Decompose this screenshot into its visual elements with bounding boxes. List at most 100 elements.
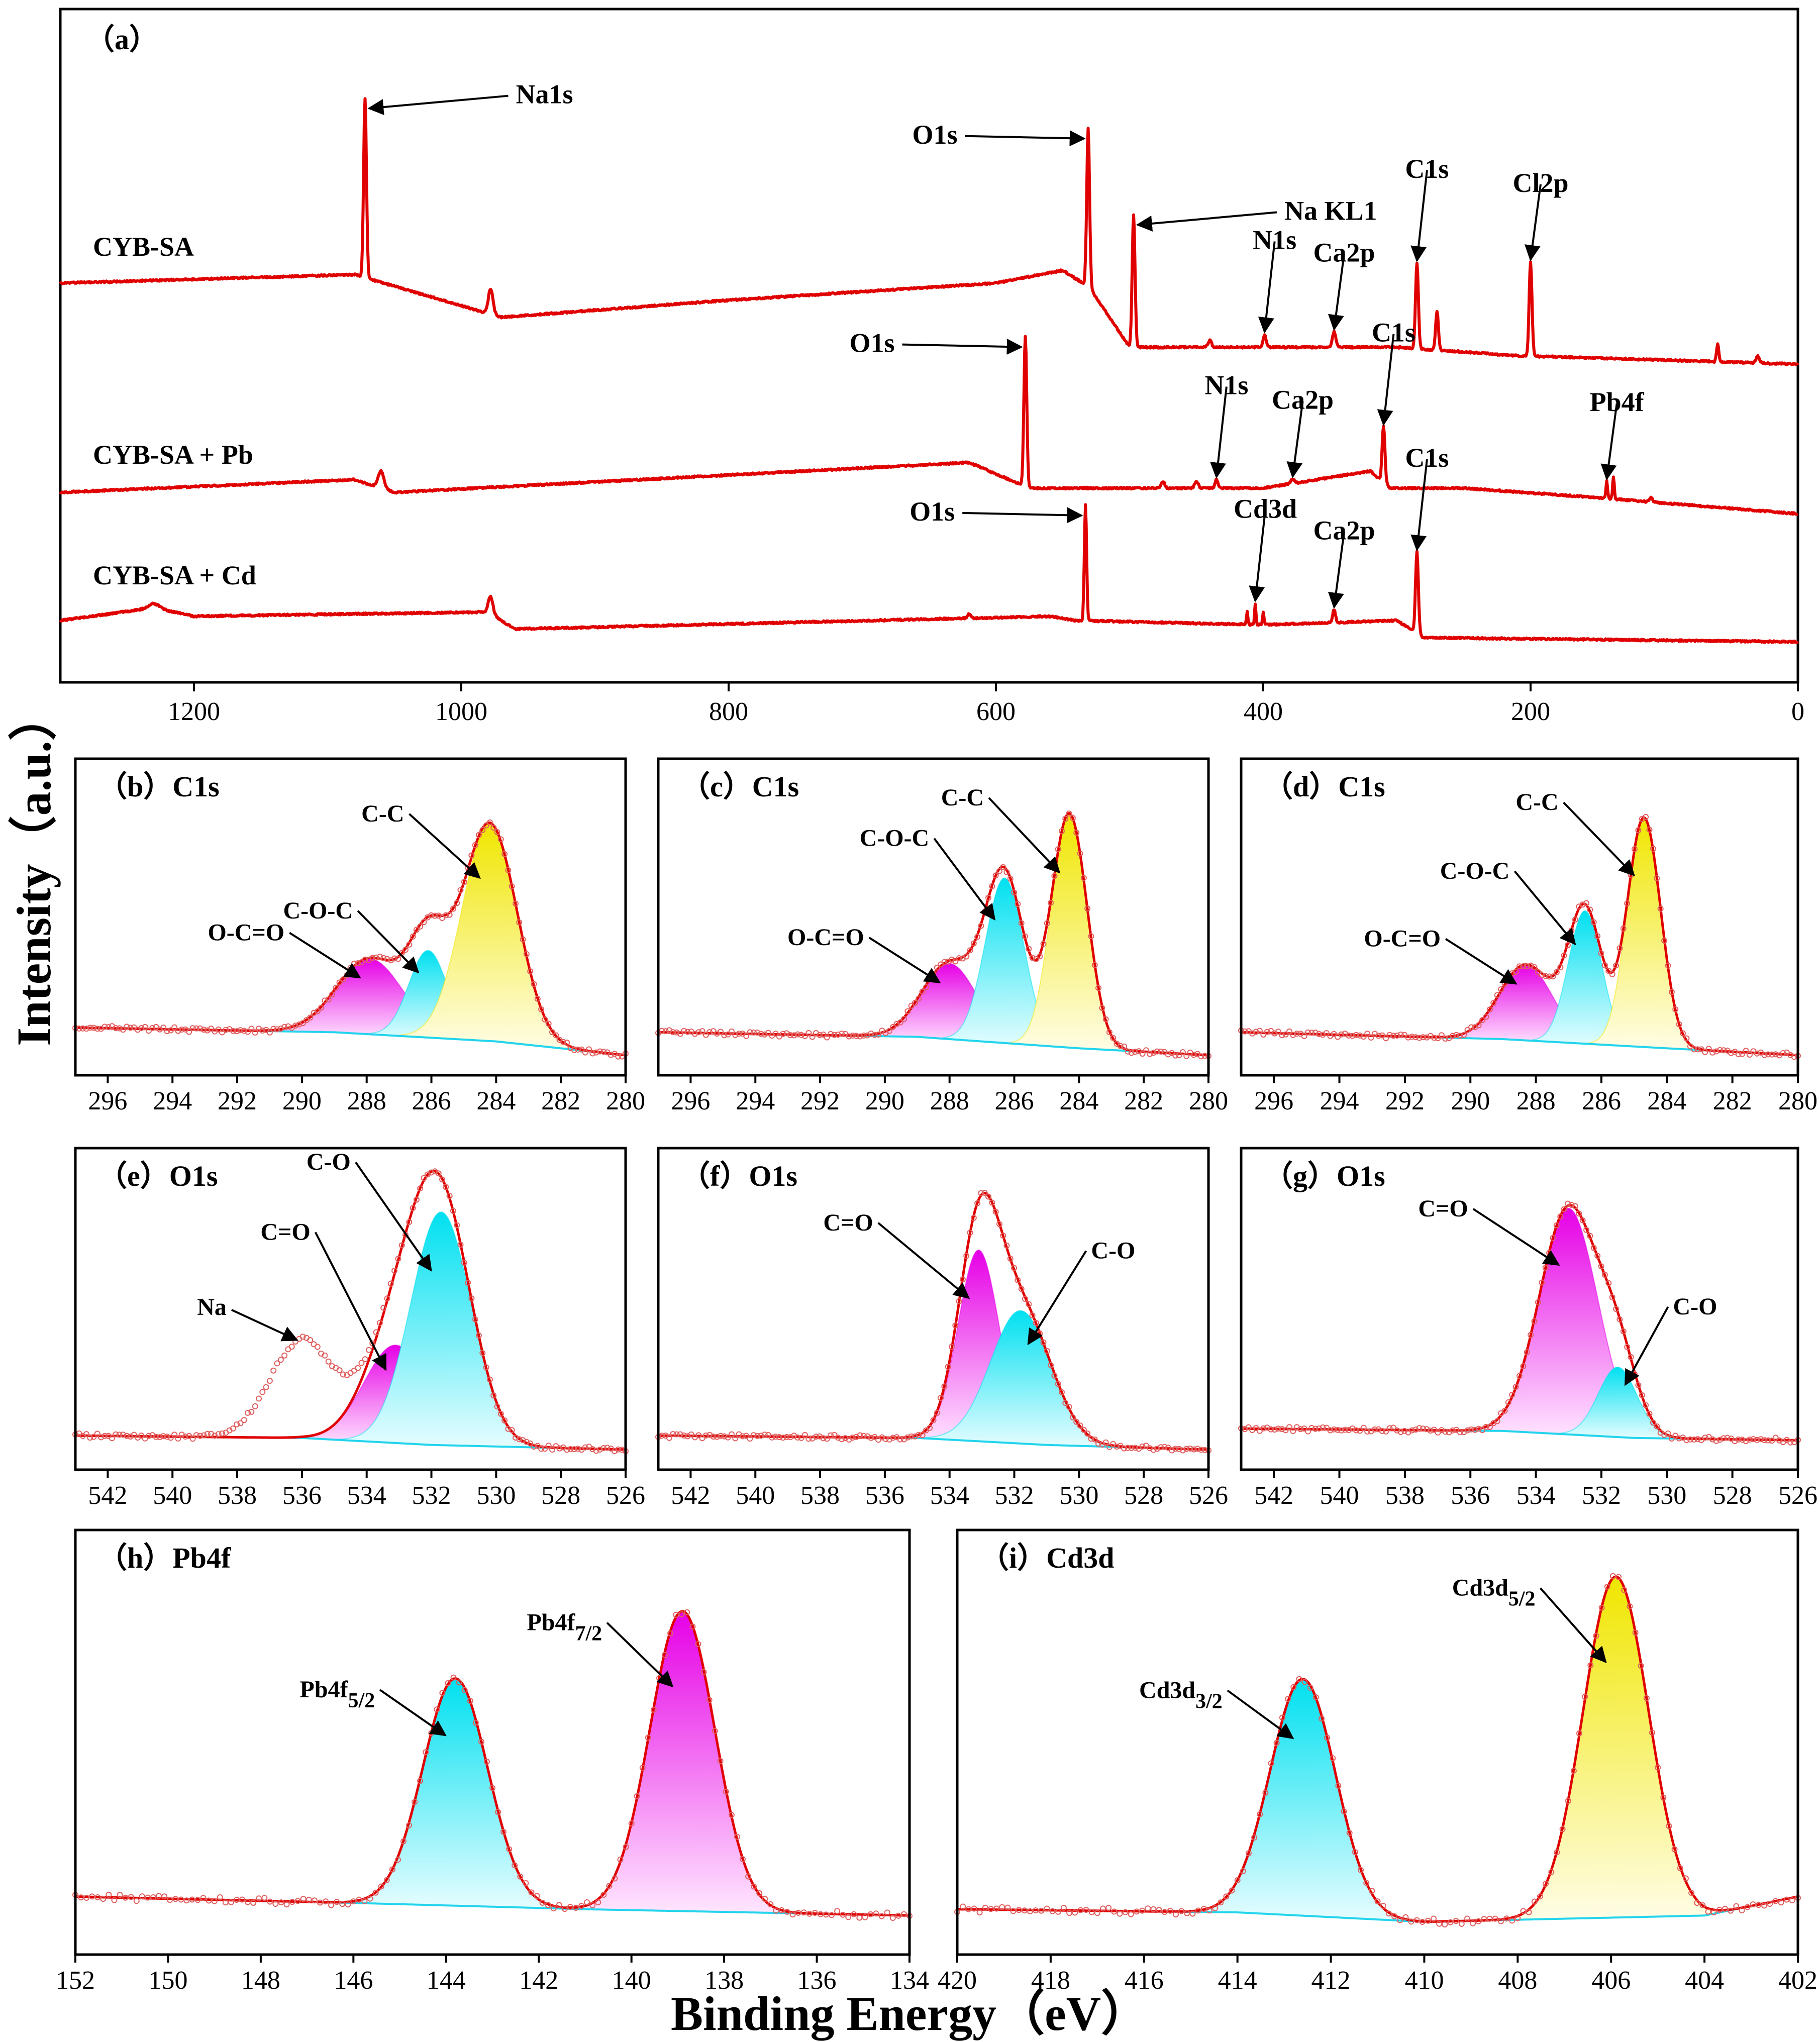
raw-point: [167, 1897, 173, 1903]
raw-point: [1066, 1404, 1072, 1410]
raw-point: [992, 1208, 999, 1215]
raw-point: [1059, 1389, 1065, 1395]
raw-point: [373, 954, 379, 961]
x-tick-label: 152: [56, 1966, 95, 1995]
raw-point: [692, 1031, 698, 1037]
raw-point: [1524, 963, 1530, 970]
raw-point: [817, 1032, 823, 1038]
raw-point: [339, 1901, 346, 1907]
raw-point: [1271, 1426, 1278, 1433]
raw-point: [479, 1350, 486, 1356]
y-axis-title: Intensity（a.u.）: [7, 692, 61, 1046]
raw-point: [941, 1383, 948, 1390]
raw-point: [718, 1433, 724, 1439]
raw-point: [745, 1873, 752, 1880]
panel-c: 296 294 292 290 288 286 284 282 280 （c）C1s O-C=O C-…: [655, 757, 1228, 1115]
x-tick-label: 292: [800, 1087, 840, 1115]
raw-point: [1754, 1437, 1760, 1443]
raw-point: [1694, 1046, 1701, 1053]
raw-point: [992, 872, 999, 879]
raw-point: [1431, 1035, 1438, 1041]
raw-point: [490, 825, 497, 831]
raw-point: [938, 1395, 944, 1401]
raw-point: [1018, 1286, 1025, 1292]
raw-point: [1505, 1399, 1511, 1405]
raw-point: [406, 942, 413, 948]
annotation-arrow: [357, 910, 420, 974]
raw-point: [1486, 1424, 1493, 1431]
raw-point: [1240, 1868, 1246, 1874]
x-tick-label: 286: [412, 1087, 451, 1115]
raw-point: [252, 1030, 258, 1036]
raw-point: [941, 959, 948, 965]
raw-point: [523, 1880, 529, 1886]
x-tick-label: 290: [282, 1087, 322, 1115]
raw-point: [1539, 1279, 1545, 1286]
raw-point: [879, 1434, 885, 1441]
annotation-arrow: [988, 797, 1061, 874]
raw-point: [564, 1040, 570, 1046]
annotation-arrow: [1600, 403, 1618, 481]
x-tick-label: 536: [1451, 1481, 1490, 1510]
raw-point: [274, 1360, 280, 1367]
raw-point: [1787, 1439, 1794, 1446]
raw-point: [446, 1193, 453, 1199]
raw-point: [787, 1434, 793, 1441]
raw-point: [79, 1025, 86, 1032]
raw-point: [531, 981, 537, 987]
raw-point: [142, 1024, 148, 1030]
raw-point: [851, 1911, 857, 1917]
raw-point: [772, 1031, 779, 1037]
raw-point: [1553, 969, 1560, 975]
raw-point: [1190, 1446, 1197, 1453]
raw-point: [1494, 992, 1500, 998]
raw-point: [323, 1898, 329, 1905]
raw-point: [116, 1432, 123, 1438]
raw-point: [1402, 1914, 1409, 1920]
raw-point: [171, 1432, 178, 1438]
component-label: C=O: [1418, 1195, 1468, 1222]
raw-point: [400, 1838, 407, 1845]
panel-title: （f）O1s: [681, 1160, 797, 1192]
raw-point: [751, 1883, 757, 1890]
raw-point: [1296, 1676, 1302, 1682]
annotation-arrow: [606, 1622, 674, 1688]
raw-point: [1705, 1046, 1712, 1052]
raw-point: [248, 1026, 255, 1032]
raw-point: [490, 1392, 497, 1399]
raw-point: [729, 1028, 735, 1035]
raw-point: [1416, 1425, 1423, 1432]
raw-point: [311, 1009, 317, 1016]
raw-point: [1676, 1435, 1682, 1442]
raw-point: [835, 1435, 841, 1441]
raw-point: [1716, 1047, 1723, 1053]
raw-point: [513, 900, 519, 907]
component-label: Na: [197, 1294, 227, 1320]
x-tick-label: 406: [1591, 1966, 1631, 1995]
raw-point: [549, 1447, 555, 1453]
raw-point: [413, 1196, 420, 1203]
raw-point: [1154, 1446, 1160, 1452]
raw-point: [1338, 1427, 1345, 1434]
raw-point: [740, 1856, 746, 1862]
raw-point: [1537, 1893, 1543, 1900]
raw-point: [1364, 1428, 1371, 1435]
raw-point: [849, 1033, 856, 1039]
raw-point: [1408, 1918, 1414, 1925]
x-tick-label: 142: [519, 1966, 558, 1995]
raw-point: [1049, 1908, 1056, 1914]
raw-point: [1330, 1755, 1336, 1762]
x-tick-label: 1000: [435, 697, 487, 726]
raw-point: [90, 1434, 97, 1440]
peak-annotation: Cd3d: [1234, 494, 1297, 524]
x-tick-label: 800: [709, 697, 748, 726]
raw-point: [1021, 1907, 1028, 1914]
raw-point: [927, 1424, 933, 1431]
raw-point: [1765, 1051, 1771, 1058]
raw-point: [1413, 1917, 1420, 1923]
raw-point: [828, 1031, 834, 1037]
raw-point: [908, 1002, 915, 1009]
x-tick-label: 536: [865, 1481, 904, 1510]
panel-label: （a）: [85, 23, 158, 56]
raw-point: [806, 1910, 813, 1917]
